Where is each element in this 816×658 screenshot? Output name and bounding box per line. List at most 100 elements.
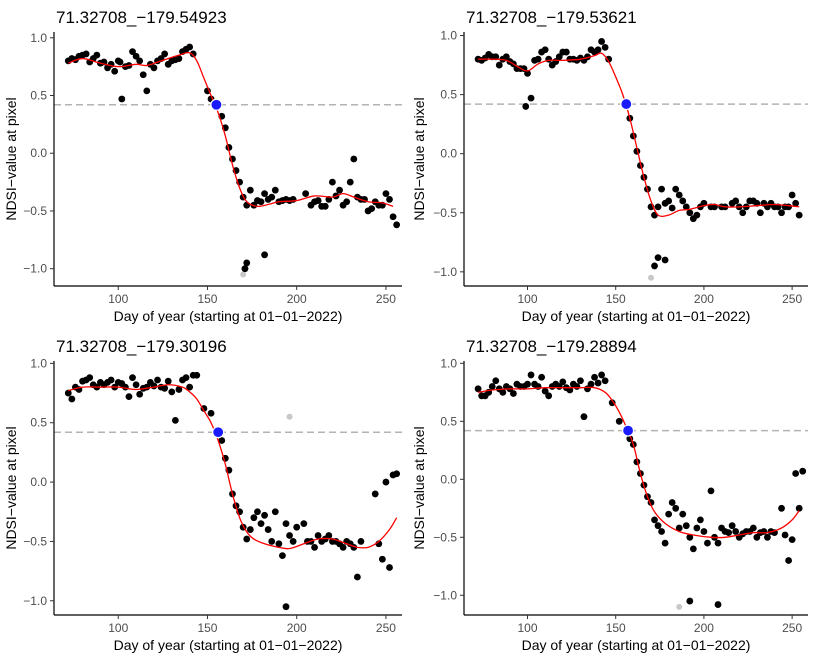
x-tick-label: 150 bbox=[197, 292, 217, 306]
x-tick-label: 200 bbox=[694, 621, 714, 635]
data-point bbox=[386, 564, 393, 571]
data-point bbox=[654, 254, 662, 262]
data-point bbox=[792, 199, 800, 207]
data-point bbox=[189, 50, 197, 58]
data-point bbox=[541, 387, 549, 395]
data-point bbox=[686, 209, 694, 217]
data-point bbox=[527, 94, 535, 102]
data-point bbox=[389, 213, 397, 221]
data-point bbox=[241, 265, 249, 273]
data-point bbox=[778, 504, 785, 512]
data-point bbox=[207, 409, 215, 417]
data-point bbox=[665, 510, 673, 518]
data-point bbox=[107, 376, 115, 384]
data-point bbox=[382, 478, 390, 486]
x-tick-label: 250 bbox=[376, 621, 396, 635]
data-point bbox=[132, 381, 140, 389]
fitted-curve bbox=[478, 386, 800, 539]
data-point bbox=[675, 524, 683, 532]
x-tick-label: 200 bbox=[287, 292, 307, 306]
fitted-curve bbox=[68, 384, 398, 550]
data-point bbox=[686, 533, 694, 541]
y-tick-label: 0.0 bbox=[440, 472, 457, 486]
data-point bbox=[509, 390, 517, 397]
data-point bbox=[302, 190, 310, 198]
data-point bbox=[129, 48, 136, 56]
crossing-marker bbox=[212, 426, 225, 439]
data-point bbox=[675, 191, 683, 199]
outlier-point bbox=[240, 271, 247, 278]
x-tick-label: 150 bbox=[606, 292, 626, 306]
data-point bbox=[378, 555, 386, 563]
data-point bbox=[785, 557, 792, 564]
x-tick-label: 100 bbox=[108, 621, 128, 635]
data-point bbox=[672, 185, 680, 193]
data-point bbox=[386, 196, 393, 203]
data-point bbox=[725, 529, 733, 537]
data-point bbox=[246, 526, 254, 533]
chart-title: 71.32708_−179.54923 bbox=[56, 8, 227, 27]
data-point bbox=[502, 53, 510, 61]
data-point bbox=[257, 198, 265, 206]
x-tick-label: 250 bbox=[782, 292, 802, 306]
y-tick-label: −1.0 bbox=[23, 594, 47, 608]
y-tick-label: 0.0 bbox=[30, 146, 47, 160]
data-point bbox=[686, 597, 694, 605]
data-point bbox=[608, 399, 616, 407]
data-point bbox=[325, 532, 333, 539]
data-point bbox=[182, 374, 190, 382]
data-point bbox=[350, 155, 358, 163]
data-point bbox=[175, 55, 183, 62]
data-point bbox=[580, 413, 588, 421]
y-tick-label: −1.0 bbox=[23, 262, 47, 276]
x-tick-label: 200 bbox=[287, 621, 307, 635]
data-point bbox=[218, 437, 226, 444]
data-point bbox=[353, 573, 361, 581]
data-point bbox=[654, 522, 662, 530]
data-point bbox=[682, 522, 690, 530]
crossing-marker bbox=[620, 97, 633, 111]
data-point bbox=[136, 57, 144, 65]
data-point bbox=[795, 211, 803, 219]
data-point bbox=[261, 190, 268, 198]
data-point bbox=[555, 53, 563, 61]
x-axis-title: Day of year (starting at 01−01−2022) bbox=[114, 308, 343, 324]
data-point bbox=[594, 379, 602, 387]
data-point bbox=[168, 388, 176, 396]
data-point bbox=[778, 209, 785, 217]
data-point bbox=[271, 508, 279, 516]
chart-title: 71.32708_−179.30196 bbox=[56, 337, 227, 356]
data-point bbox=[268, 538, 276, 545]
data-point bbox=[799, 467, 807, 475]
data-point bbox=[264, 526, 272, 533]
data-point bbox=[300, 520, 308, 528]
data-point bbox=[243, 535, 251, 543]
y-tick-label: 1.0 bbox=[30, 356, 47, 370]
data-point bbox=[707, 487, 715, 495]
data-point bbox=[658, 528, 665, 535]
data-point bbox=[732, 528, 740, 535]
data-point bbox=[193, 371, 201, 379]
data-point bbox=[289, 538, 297, 545]
data-point bbox=[371, 490, 379, 498]
data-point bbox=[534, 55, 542, 63]
data-point bbox=[795, 504, 803, 512]
data-point bbox=[524, 69, 531, 77]
data-point bbox=[82, 50, 90, 58]
data-point bbox=[86, 374, 94, 382]
y-tick-label: 0.5 bbox=[30, 416, 47, 430]
data-point bbox=[492, 377, 500, 385]
data-point bbox=[587, 380, 595, 388]
data-point bbox=[329, 178, 336, 186]
data-point bbox=[495, 61, 503, 69]
crossing-marker bbox=[621, 424, 635, 437]
data-point bbox=[781, 531, 789, 539]
data-point bbox=[788, 191, 796, 199]
data-point bbox=[651, 516, 658, 524]
fitted-curve bbox=[478, 52, 800, 218]
data-point bbox=[282, 603, 290, 611]
y-tick-label: −1.0 bbox=[433, 265, 457, 279]
data-point bbox=[161, 50, 169, 58]
outlier-point bbox=[647, 274, 654, 281]
chart-title: 71.32708_−179.53621 bbox=[466, 8, 637, 27]
